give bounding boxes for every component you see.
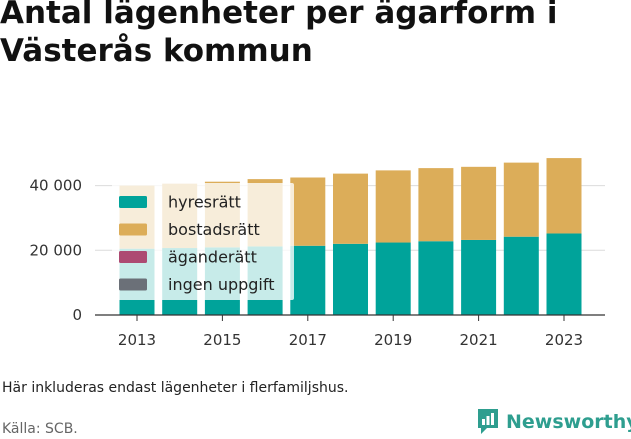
legend-swatch-aganderatt [119,251,147,263]
stacked-bar-chart: 0 20 000 40 000 2013 2015 2017 2019 2021 2023 hy… [30,158,605,349]
bar-segment-hyresratt-2017 [290,245,326,315]
y-tick-label: 0 [72,306,82,324]
bar-segment-bostadsratt-2020 [418,168,454,242]
bar-segment-bostadsratt-2022 [503,162,539,237]
x-tick-label: 2023 [545,331,583,349]
newsworthy-logo[interactable]: Newsworthy [476,408,631,435]
legend-swatch-hyresratt [119,196,147,208]
bar-segment-hyresratt-2020 [418,241,454,315]
bar-segment-hyresratt-2021 [461,239,497,315]
legend-label-ingen_uppgift: ingen uppgift [168,275,275,294]
y-tick-label: 20 000 [30,241,83,259]
legend-swatch-ingen_uppgift [119,278,147,291]
source-text: Källa: SCB. [2,421,78,437]
chart-title: Antal lägenheter per ägarform i Västerås… [0,0,558,69]
newsworthy-chat-icon [478,409,498,434]
bar-segment-bostadsratt-2021 [461,166,497,240]
axes: 0 20 000 40 000 2013 2015 2017 2019 2021 2023 [30,177,605,349]
x-tick-label: 2021 [460,331,498,349]
legend: hyresrätt bostadsrätt äganderätt ingen uppg… [112,183,294,300]
bar-segment-bostadsratt-2018 [333,173,368,244]
y-tick-label: 40 000 [30,177,83,195]
bar-segment-hyresratt-2023 [546,233,582,315]
legend-label-hyresratt: hyresrätt [168,193,241,212]
x-tick-label: 2017 [289,331,327,349]
bar-segment-hyresratt-2022 [503,236,539,315]
bar-segment-hyresratt-2019 [375,242,411,315]
x-tick-label: 2013 [118,331,156,349]
bar-segment-bostadsratt-2017 [290,177,326,246]
bar-segment-bostadsratt-2023 [546,158,582,234]
bar-segment-hyresratt-2018 [333,243,368,315]
x-tick-label: 2015 [203,331,241,349]
bar-segment-bostadsratt-2019 [375,170,411,243]
x-tick-label: 2019 [374,331,412,349]
brand-name: Newsworthy [506,410,631,433]
legend-label-aganderatt: äganderätt [168,248,257,267]
legend-label-bostadsratt: bostadsrätt [168,220,260,239]
footnote: Här inkluderas endast lägenheter i flerf… [2,380,349,396]
legend-box [112,183,294,300]
legend-swatch-bostadsratt [119,223,147,236]
